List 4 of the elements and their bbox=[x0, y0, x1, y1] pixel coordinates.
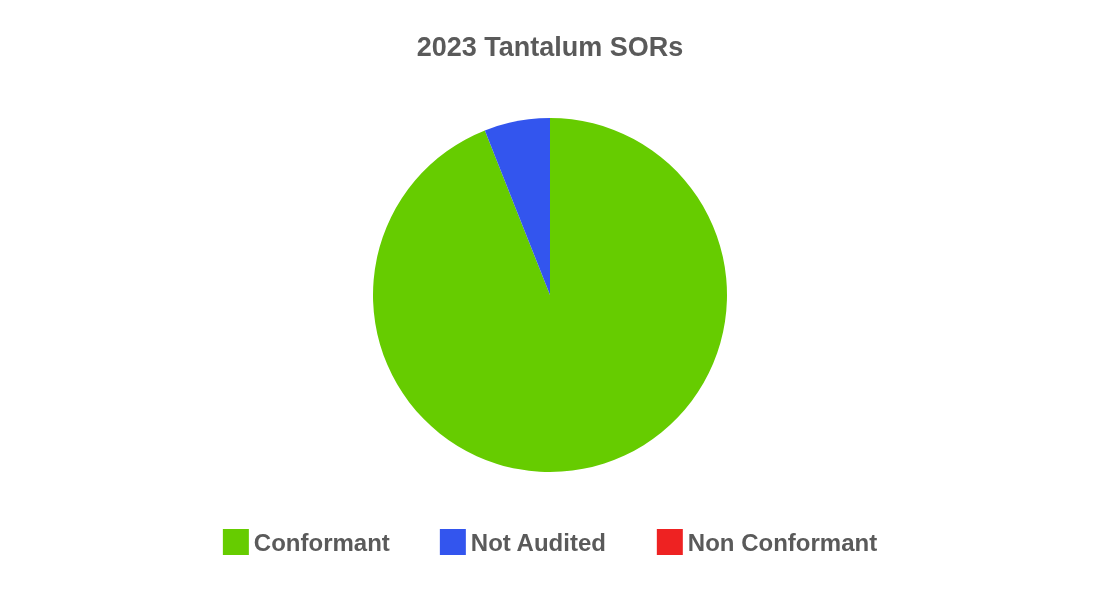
legend-label: Non Conformant bbox=[687, 528, 878, 556]
legend-label: Not Audited bbox=[470, 528, 606, 556]
legend-label: Conformant bbox=[253, 528, 390, 556]
chart-title: 2023 Tantalum SORs bbox=[416, 31, 684, 62]
